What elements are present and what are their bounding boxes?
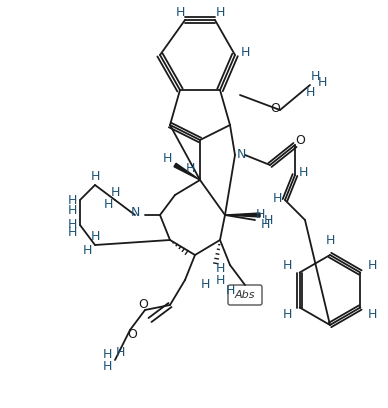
Text: H: H <box>67 219 77 231</box>
Text: H: H <box>115 346 125 359</box>
Polygon shape <box>174 163 200 180</box>
Text: H: H <box>368 308 377 321</box>
Text: H: H <box>103 199 113 211</box>
Text: H: H <box>90 231 100 244</box>
Text: Abs: Abs <box>235 290 255 300</box>
Text: H: H <box>67 226 77 239</box>
Text: H: H <box>260 219 270 231</box>
Text: H: H <box>215 5 225 18</box>
Text: H: H <box>67 193 77 206</box>
Text: H: H <box>110 186 120 199</box>
Text: H: H <box>272 191 282 204</box>
Polygon shape <box>225 213 260 217</box>
Text: H: H <box>67 204 77 217</box>
Text: H: H <box>162 151 171 164</box>
Text: H: H <box>102 348 112 361</box>
Text: H: H <box>283 308 292 321</box>
Text: O: O <box>138 299 148 311</box>
FancyBboxPatch shape <box>228 285 262 305</box>
Text: O: O <box>127 328 137 341</box>
Text: H: H <box>90 171 100 184</box>
Text: H: H <box>200 279 210 291</box>
Text: H: H <box>368 259 377 272</box>
Text: H: H <box>215 273 225 286</box>
Text: H: H <box>102 361 112 373</box>
Text: H: H <box>325 235 335 248</box>
Text: H: H <box>185 162 195 175</box>
Text: H: H <box>82 244 92 257</box>
Text: H: H <box>298 166 308 180</box>
Text: H: H <box>175 5 185 18</box>
Text: H: H <box>225 284 235 297</box>
Text: N: N <box>130 206 140 220</box>
Text: H: H <box>310 71 320 84</box>
Text: H: H <box>283 259 292 272</box>
Text: H: H <box>263 213 273 226</box>
Text: O: O <box>295 133 305 146</box>
Text: H: H <box>215 262 225 275</box>
Text: H: H <box>317 77 327 89</box>
Text: H: H <box>305 86 315 98</box>
Text: O: O <box>270 102 280 115</box>
Text: H: H <box>255 208 265 222</box>
Text: N: N <box>236 149 246 162</box>
Text: H: H <box>240 47 250 60</box>
